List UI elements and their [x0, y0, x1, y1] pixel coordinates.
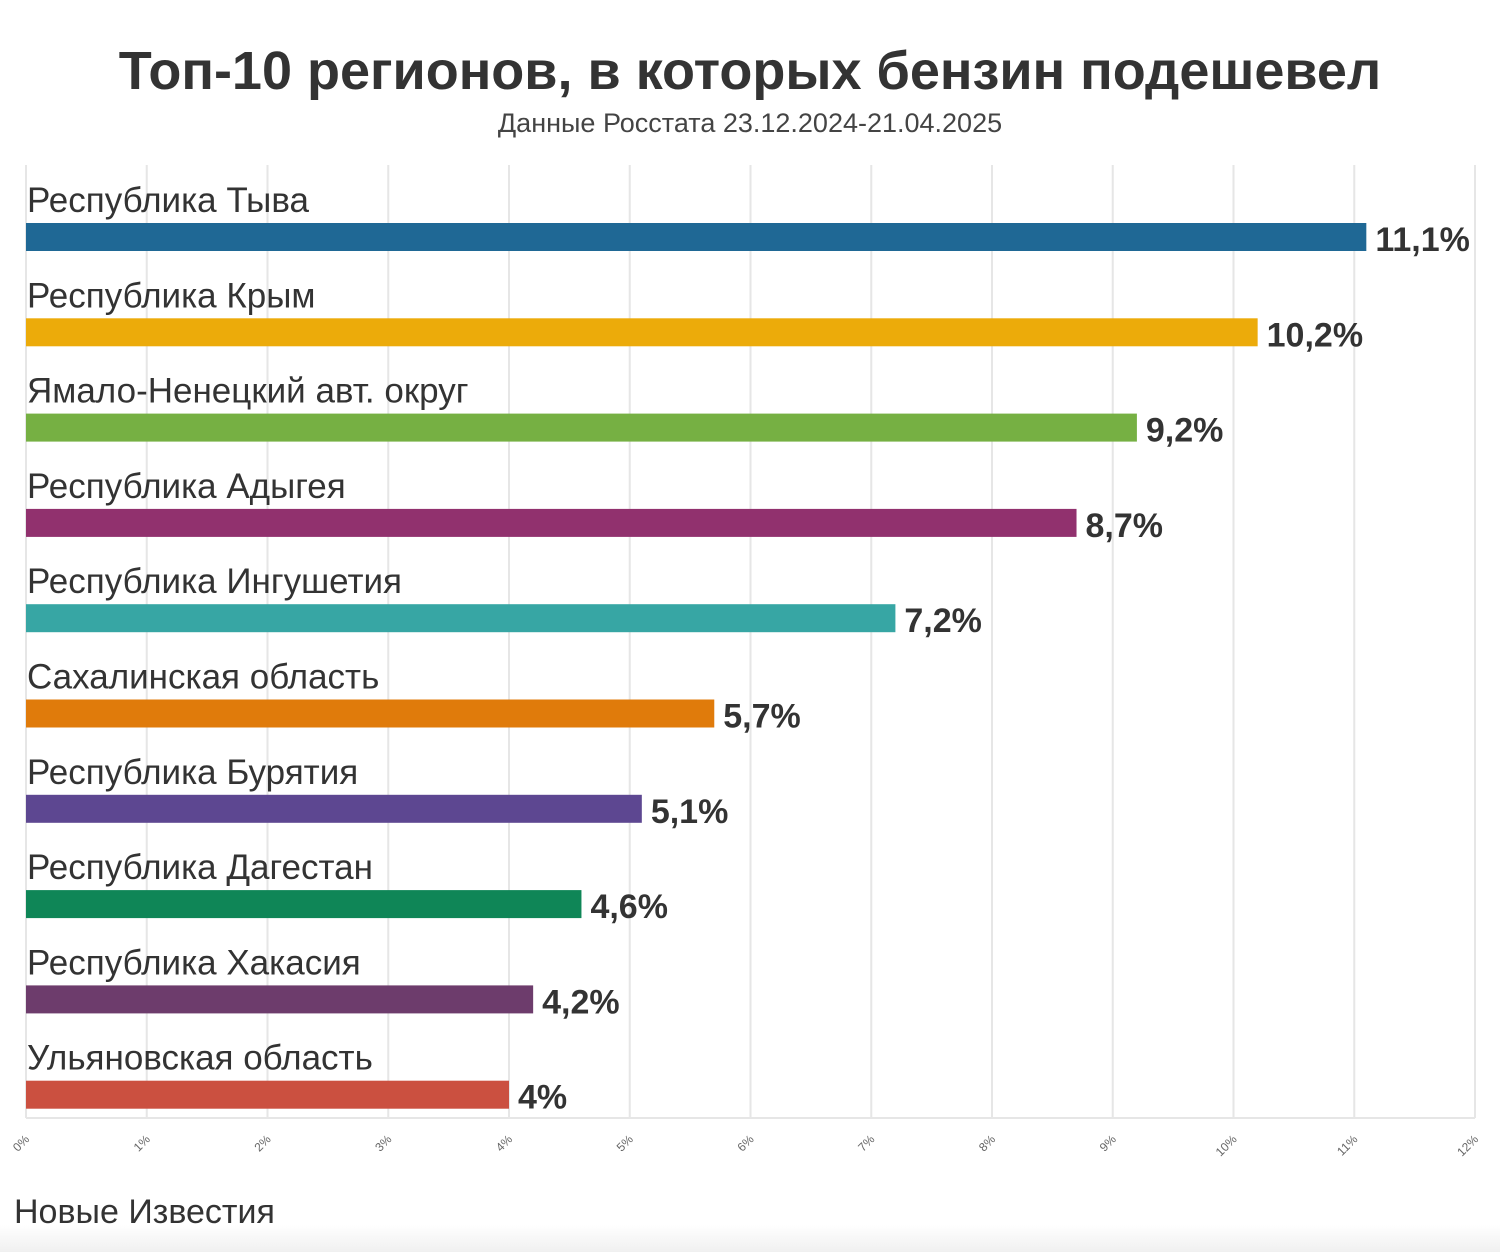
x-tick-label: 5% — [614, 1132, 636, 1154]
x-tick-label: 6% — [734, 1132, 756, 1154]
x-tick-label: 12% — [1454, 1132, 1481, 1159]
bar — [26, 985, 534, 1014]
category-label: Республика Адыгея — [27, 467, 346, 506]
x-tick-label: 9% — [1097, 1132, 1119, 1154]
bar — [26, 1080, 509, 1109]
chart-subtitle: Данные Росстата 23.12.2024-21.04.2025 — [497, 108, 1003, 138]
category-label: Республика Бурятия — [27, 753, 358, 792]
category-label: Республика Ингушетия — [27, 562, 402, 601]
bar — [26, 604, 896, 633]
data-label: 7,2% — [904, 602, 982, 640]
category-label: Республика Дагестан — [27, 848, 373, 887]
data-label: 4,6% — [590, 888, 668, 926]
data-label: 5,1% — [651, 793, 729, 831]
x-tick-label: 1% — [131, 1132, 153, 1154]
data-label: 5,7% — [723, 698, 801, 736]
x-tick-label: 2% — [251, 1132, 273, 1154]
bar — [26, 508, 1077, 537]
category-label: Ульяновская область — [27, 1039, 373, 1078]
category-label: Сахалинская область — [27, 658, 379, 697]
category-label: Республика Тыва — [27, 181, 310, 220]
bottom-fade — [0, 1225, 1500, 1252]
bar — [26, 413, 1137, 442]
data-label: 10,2% — [1267, 316, 1363, 354]
source-credit: Новые Известия — [14, 1193, 275, 1231]
x-tick-label: 4% — [493, 1132, 515, 1154]
bar — [26, 223, 1367, 251]
data-label: 11,1% — [1375, 221, 1470, 259]
x-tick-label: 7% — [855, 1132, 877, 1154]
category-label: Республика Крым — [27, 276, 315, 315]
data-label: 4% — [518, 1079, 567, 1117]
data-label: 8,7% — [1086, 507, 1164, 545]
chart-title: Топ-10 регионов, в которых бензин подеше… — [118, 41, 1382, 101]
bar — [26, 794, 642, 823]
category-label: Республика Хакасия — [27, 943, 361, 982]
data-label: 4,2% — [542, 983, 620, 1021]
category-label: Ямало-Ненецкий авт. округ — [27, 372, 468, 411]
bar — [26, 699, 715, 728]
x-tick-label: 3% — [372, 1132, 394, 1154]
x-tick-label: 11% — [1334, 1132, 1360, 1158]
bar — [26, 318, 1258, 347]
x-tick-label: 10% — [1213, 1132, 1240, 1159]
x-tick-label: 0% — [10, 1132, 32, 1154]
data-label: 9,2% — [1146, 412, 1224, 450]
bar — [26, 890, 582, 919]
x-tick-label: 8% — [976, 1132, 998, 1154]
